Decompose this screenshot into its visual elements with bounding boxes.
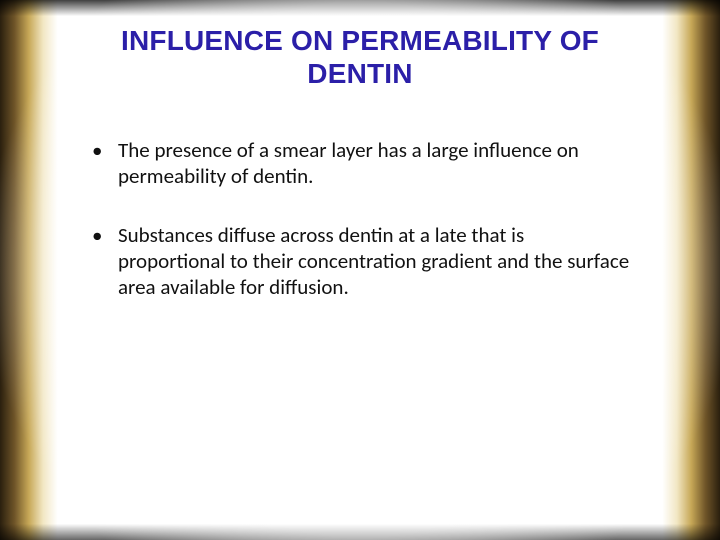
list-item: The presence of a smear layer has a larg… [90, 138, 630, 189]
bullet-list: The presence of a smear layer has a larg… [90, 138, 630, 300]
slide-title: INFLUENCE ON PERMEABILITY OF DENTIN [90, 24, 630, 90]
bullet-text: The presence of a smear layer has a larg… [118, 137, 579, 189]
slide-content: INFLUENCE ON PERMEABILITY OF DENTIN The … [0, 0, 720, 540]
list-item: Substances diffuse across dentin at a la… [90, 223, 630, 300]
bullet-text: Substances diffuse across dentin at a la… [118, 222, 629, 299]
title-line-2: DENTIN [307, 58, 412, 89]
title-line-1: INFLUENCE ON PERMEABILITY OF [121, 25, 599, 56]
